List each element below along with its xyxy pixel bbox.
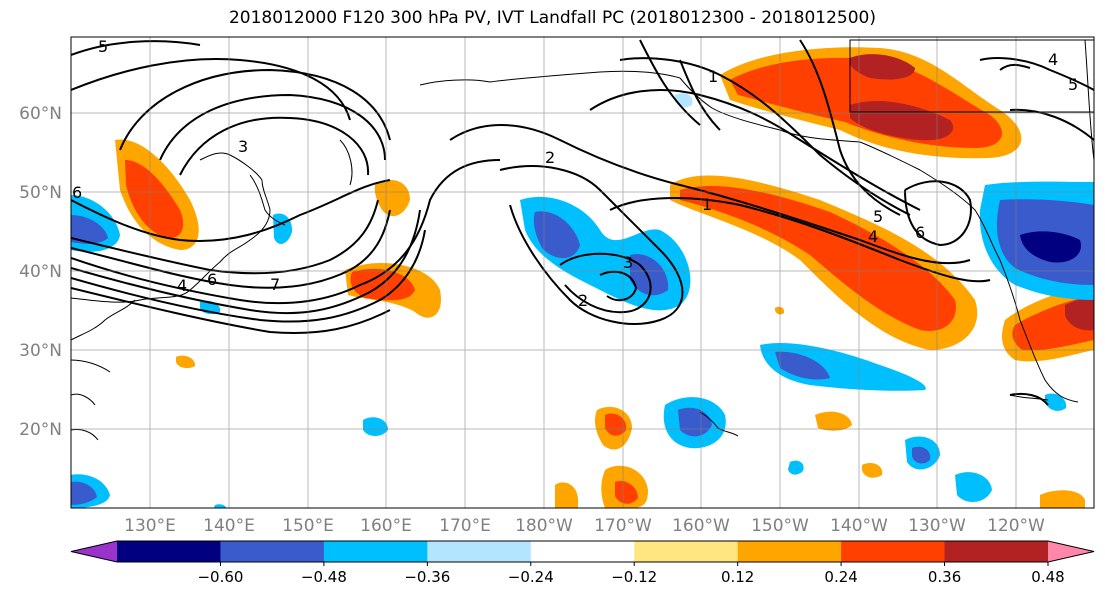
- colorbar-label: −0.60: [197, 568, 243, 586]
- lon-label: 170°E: [439, 516, 491, 536]
- longitude-labels: 130°E 140°E 150°E 160°E 170°E 180°W 170°…: [124, 516, 1045, 536]
- positive-anomaly-fill: [115, 47, 1094, 508]
- landfall-region-box: [849, 39, 1094, 113]
- lon-label: 160°W: [672, 516, 730, 536]
- colorbar-extend-max: [1048, 541, 1094, 562]
- lon-label: 120°W: [987, 516, 1045, 536]
- pv-contour-label: 1: [708, 67, 718, 86]
- lat-label: 30°N: [19, 341, 62, 361]
- lon-label: 140°E: [203, 516, 255, 536]
- pv-contour-label: 6: [72, 183, 82, 202]
- lon-label: 170°W: [594, 516, 652, 536]
- pv-contour-label: 3: [238, 137, 248, 156]
- colorbar-swatch: [530, 541, 635, 562]
- colorbar-swatch: [117, 541, 221, 562]
- pv-contour-label: 5: [1068, 75, 1078, 94]
- colorbar-label: −0.12: [611, 568, 657, 586]
- lon-label: 130°E: [124, 516, 176, 536]
- pv-contour-label: 4: [177, 276, 187, 295]
- colorbar-swatch: [841, 541, 946, 562]
- pv-contour-label: 6: [915, 223, 925, 242]
- lat-label: 20°N: [19, 420, 62, 440]
- pv-contour-label: 2: [578, 291, 588, 310]
- pv-contour-label: 6: [207, 270, 217, 289]
- lat-label: 50°N: [19, 183, 62, 203]
- map-title: 2018012000 F120 300 hPa PV, IVT Landfall…: [228, 8, 876, 28]
- pv-contour-label: 5: [873, 207, 883, 226]
- pv-contour-label: 7: [270, 275, 280, 294]
- map-frame: [70, 36, 1095, 509]
- lon-label: 150°W: [751, 516, 809, 536]
- pv-contour-label: 5: [98, 37, 108, 56]
- pv-contour-label: 2: [545, 148, 555, 167]
- colorbar-label: −0.24: [508, 568, 554, 586]
- lon-label: 150°E: [282, 516, 334, 536]
- colorbar-label: 0.36: [928, 568, 961, 586]
- latitude-labels: 60°N 50°N 40°N 30°N 20°N: [19, 104, 62, 440]
- lon-label: 140°W: [830, 516, 888, 536]
- lon-label: 180°W: [515, 516, 573, 536]
- lat-label: 40°N: [19, 262, 62, 282]
- colorbar-swatch: [944, 541, 1049, 562]
- pv-contour-label: 1: [702, 195, 712, 214]
- colorbar-swatch: [737, 541, 842, 562]
- colorbar-label: 0.48: [1031, 568, 1064, 586]
- pv-contour-label: 4: [1048, 50, 1058, 69]
- colorbar-swatch: [323, 541, 428, 562]
- colorbar-label: 0.24: [824, 568, 857, 586]
- pv-contours: [71, 39, 1094, 406]
- colorbar-swatch: [634, 541, 739, 562]
- colorbar-outline: [70, 540, 1095, 563]
- lat-label: 60°N: [19, 104, 62, 124]
- pv-contour-label-group: 5 3 6 7 4 2 3 2 1 5 4 6 4 5 6 1: [72, 37, 1078, 310]
- colorbar-label: −0.36: [404, 568, 450, 586]
- lon-label: 160°E: [360, 516, 412, 536]
- graticule: [71, 37, 1094, 508]
- colorbar-label: −0.48: [301, 568, 347, 586]
- colorbar-swatch: [427, 541, 532, 562]
- colorbar-label: 0.12: [721, 568, 754, 586]
- colorbar-extend-min: [71, 541, 117, 562]
- lon-label: 130°W: [908, 516, 966, 536]
- pv-contour-label: 3: [623, 253, 633, 272]
- colorbar: −0.60 −0.48 −0.36 −0.24 −0.12 0.12 0.24 0.36 0.4…: [70, 540, 1095, 586]
- colorbar-swatch: [220, 541, 325, 562]
- pv-contour-label: 4: [868, 227, 878, 246]
- coastlines: [71, 39, 1094, 441]
